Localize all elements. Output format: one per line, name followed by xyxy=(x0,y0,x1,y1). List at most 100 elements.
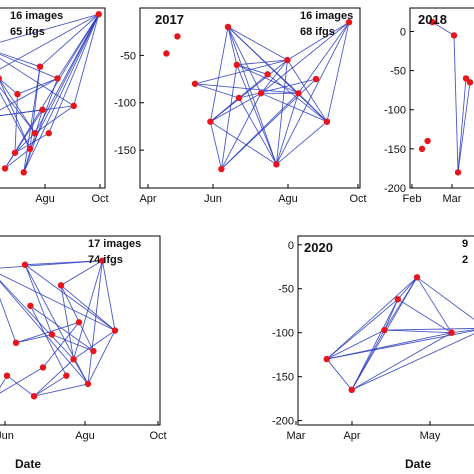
interferogram-edge xyxy=(23,14,100,173)
interferogram-edge xyxy=(87,330,116,385)
image-point xyxy=(21,261,29,268)
image-point xyxy=(70,102,77,110)
panel-annotation: 16 images xyxy=(300,10,353,22)
image-point xyxy=(99,257,106,264)
image-point xyxy=(235,94,243,102)
interferogram-edge xyxy=(227,26,288,61)
image-point xyxy=(312,75,320,83)
interferogram-edge xyxy=(351,277,418,391)
interferogram-edge xyxy=(0,86,36,134)
interferogram-edge xyxy=(236,59,288,66)
image-point xyxy=(429,18,436,26)
interferogram-edge xyxy=(23,78,58,173)
interferogram-edge xyxy=(0,52,41,68)
interferogram-edge xyxy=(0,13,99,43)
interferogram-edge xyxy=(384,328,474,331)
interferogram-edge xyxy=(384,329,452,334)
image-point xyxy=(14,90,21,98)
interferogram-edge xyxy=(0,53,58,79)
y-tick-label: -100 xyxy=(272,328,294,340)
interferogram-edge xyxy=(287,59,328,122)
interferogram-edge xyxy=(416,277,452,333)
interferogram-edge xyxy=(73,260,103,360)
image-point xyxy=(257,90,265,97)
interferogram-edge xyxy=(0,57,74,107)
interferogram-edge xyxy=(60,284,116,331)
y-tick-label: -200 xyxy=(384,183,406,195)
interferogram-edge xyxy=(23,109,43,173)
image-point xyxy=(95,11,102,18)
y-tick-label: 0 xyxy=(288,240,294,252)
interferogram-edge xyxy=(0,375,8,388)
y-tick-label: -50 xyxy=(278,284,294,296)
y-tick-label: -150 xyxy=(272,372,294,384)
image-point xyxy=(45,130,52,137)
plot-frame xyxy=(0,235,161,426)
image-point xyxy=(31,130,39,137)
image-point xyxy=(84,380,92,388)
interferogram-edge xyxy=(287,21,350,61)
interferogram-edge xyxy=(384,277,418,331)
interferogram-edge xyxy=(457,78,467,173)
interferogram-edge xyxy=(17,78,58,95)
image-point xyxy=(90,347,97,355)
image-point xyxy=(26,145,34,153)
interferogram-edge xyxy=(23,66,41,173)
interferogram-edge xyxy=(60,285,75,360)
interferogram-edge xyxy=(15,321,80,344)
y-tick-label: -50 xyxy=(390,66,406,78)
image-point xyxy=(233,61,240,69)
y-tick-label: -100 xyxy=(384,105,406,117)
interferogram-edge xyxy=(326,276,418,360)
interferogram-edge xyxy=(194,83,299,94)
interferogram-edge xyxy=(0,297,17,343)
interferogram-edge xyxy=(236,64,277,165)
interferogram-edge xyxy=(14,132,49,154)
interferogram-edge xyxy=(73,330,116,360)
image-point xyxy=(418,145,426,153)
interferogram-edge xyxy=(0,78,58,111)
interferogram-edge xyxy=(451,329,474,334)
interferogram-edge xyxy=(33,375,67,397)
interferogram-edge xyxy=(0,109,43,117)
panel-annotation: 16 images xyxy=(10,10,63,22)
image-point xyxy=(424,137,431,145)
image-point xyxy=(448,329,455,336)
interferogram-edge xyxy=(275,22,350,165)
interferogram-edge xyxy=(326,22,350,122)
interferogram-edge xyxy=(236,64,299,94)
interferogram-edge xyxy=(221,93,262,170)
panel-annotation: 68 ifgs xyxy=(300,26,335,38)
interferogram-edge xyxy=(326,358,353,391)
interferogram-edge xyxy=(432,21,455,36)
interferogram-edge xyxy=(209,26,229,122)
x-tick-label: Mar xyxy=(287,430,306,442)
interferogram-edge xyxy=(209,121,222,170)
interferogram-edge xyxy=(227,26,238,65)
panel-annotation: 2 xyxy=(462,254,468,266)
y-tick-label: -200 xyxy=(272,416,294,428)
image-point xyxy=(273,161,280,168)
interferogram-edge xyxy=(220,64,238,170)
plot-frame xyxy=(139,7,361,189)
interferogram-edge xyxy=(397,298,452,334)
x-tick-label: Jun xyxy=(204,193,222,205)
panel-title: 2017 xyxy=(155,12,184,27)
interferogram-edge xyxy=(351,332,452,391)
image-point xyxy=(39,364,47,371)
interferogram-edge xyxy=(238,78,317,99)
image-point xyxy=(30,393,38,400)
interferogram-edge xyxy=(276,121,328,165)
interferogram-edge xyxy=(29,14,100,150)
x-axis-label: Date xyxy=(15,457,41,471)
plot-frame xyxy=(409,7,474,189)
y-tick-label: -50 xyxy=(120,50,136,62)
interferogram-edge xyxy=(101,260,116,331)
panel-title: 2018 xyxy=(418,12,447,27)
image-point xyxy=(295,90,302,97)
interferogram-edge xyxy=(194,83,240,99)
image-point xyxy=(462,75,470,82)
panel-2017: -50 -100 -150 Apr Jun Agu Oct 2017 16 images 68 i… xyxy=(114,7,367,205)
